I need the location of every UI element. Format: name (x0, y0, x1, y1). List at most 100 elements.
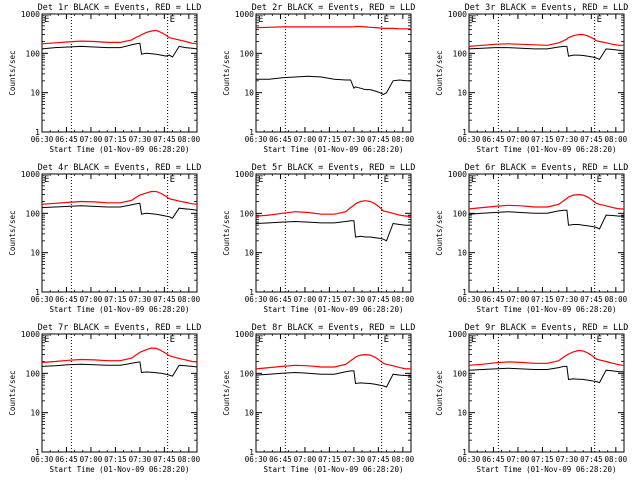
panel-9: Det 9r BLACK = Events, RED = LLD 1 10 100 10… (435, 323, 628, 474)
plot-frame (41, 333, 198, 453)
x-tick-label: 07:00 (507, 135, 530, 144)
plot-frame (41, 13, 198, 133)
y-tick-label: 1000 (448, 10, 467, 19)
y-axis-label: Counts/sec (435, 50, 444, 95)
events-series-line (41, 361, 198, 377)
panel-title: Det 6r BLACK = Events, RED = LLD (465, 163, 629, 173)
panel-2: Det 2r BLACK = Events, RED = LLD 1 10 100 10… (222, 3, 415, 154)
y-axis-label: Counts/sec (8, 210, 17, 255)
lld-series-line (255, 353, 411, 370)
y-tick-label: 1 (35, 448, 40, 457)
y-tick-label: 1 (249, 128, 254, 137)
x-tick-label: 06:45 (482, 295, 505, 304)
y-axis-label: Counts/sec (435, 210, 444, 255)
plot-frame (255, 333, 412, 453)
lld-series-line (468, 193, 624, 210)
y-tick-label: 100 (26, 369, 41, 378)
corner-marker-right: E (597, 335, 602, 345)
x-tick-label: 06:45 (482, 455, 505, 464)
x-tick-label: 07:30 (343, 455, 366, 464)
corner-marker-left: E (44, 175, 49, 185)
y-tick-label: 10 (244, 249, 254, 258)
x-tick-label: 07:00 (294, 295, 317, 304)
y-tick-label: 1 (249, 288, 254, 297)
y-tick-label: 1 (35, 288, 40, 297)
corner-marker-right: E (170, 335, 175, 345)
corner-marker-right: E (384, 175, 389, 185)
y-tick-label: 10 (457, 89, 467, 98)
lld-series-line (41, 190, 198, 205)
y-tick-label: 1000 (235, 10, 254, 19)
x-tick-label: 08:00 (392, 455, 415, 464)
corner-marker-left: E (471, 175, 476, 185)
x-axis-label: Start Time (01-Nov-09 06:28:20) (477, 145, 617, 154)
events-series-line (255, 220, 411, 242)
x-tick-label: 06:45 (269, 135, 292, 144)
corner-marker-left: E (44, 15, 49, 25)
events-series-line (468, 45, 625, 61)
x-tick-label: 06:45 (269, 455, 292, 464)
lld-series-line (468, 33, 624, 47)
x-tick-label: 07:15 (531, 135, 554, 144)
y-tick-label: 10 (30, 89, 40, 98)
x-tick-label: 07:45 (153, 295, 176, 304)
corner-marker-right: E (597, 15, 602, 25)
y-tick-label: 100 (240, 209, 255, 218)
corner-marker-right: E (597, 175, 602, 185)
y-tick-label: 1 (462, 448, 467, 457)
lld-series-line (41, 29, 198, 45)
y-tick-label: 1000 (21, 330, 40, 339)
panel-4: Det 4r BLACK = Events, RED = LLD 1 10 100 10… (8, 163, 201, 314)
x-tick-label: 08:00 (178, 295, 201, 304)
x-axis-label: Start Time (01-Nov-09 06:28:20) (477, 465, 617, 474)
x-tick-label: 07:45 (153, 455, 176, 464)
y-tick-label: 1000 (448, 330, 467, 339)
x-tick-label: 08:00 (605, 455, 628, 464)
x-tick-label: 07:30 (129, 455, 152, 464)
panel-title: Det 1r BLACK = Events, RED = LLD (38, 3, 202, 13)
events-series-line (255, 370, 412, 388)
x-tick-label: 07:15 (104, 455, 127, 464)
x-tick-label: 06:30 (458, 455, 481, 464)
x-axis-label: Start Time (01-Nov-09 06:28:20) (264, 145, 404, 154)
y-tick-label: 100 (26, 209, 41, 218)
x-tick-label: 07:00 (80, 295, 103, 304)
x-tick-label: 06:45 (55, 135, 78, 144)
lld-series-line (255, 25, 411, 30)
x-axis-label: Start Time (01-Nov-09 06:28:20) (477, 305, 617, 314)
y-tick-label: 1000 (235, 170, 254, 179)
x-tick-label: 07:45 (367, 455, 390, 464)
x-tick-label: 07:00 (294, 135, 317, 144)
x-tick-label: 07:00 (507, 295, 530, 304)
y-tick-label: 1 (35, 128, 40, 137)
y-tick-label: 100 (26, 49, 41, 58)
y-axis-label: Counts/sec (222, 50, 231, 95)
y-tick-label: 10 (30, 249, 40, 258)
y-tick-label: 10 (457, 409, 467, 418)
y-tick-label: 10 (244, 409, 254, 418)
plot-frame (468, 173, 625, 293)
x-tick-label: 07:15 (318, 295, 341, 304)
x-tick-label: 07:15 (318, 135, 341, 144)
events-series-line (41, 202, 198, 219)
x-tick-label: 07:00 (507, 455, 530, 464)
panel-title: Det 8r BLACK = Events, RED = LLD (252, 323, 416, 333)
x-tick-label: 06:30 (31, 295, 54, 304)
x-tick-label: 07:00 (80, 455, 103, 464)
x-tick-label: 07:30 (556, 135, 579, 144)
x-tick-label: 06:45 (55, 295, 78, 304)
y-tick-label: 1 (462, 128, 467, 137)
y-tick-label: 10 (457, 249, 467, 258)
panel-3: Det 3r BLACK = Events, RED = LLD 1 10 100 10… (435, 3, 628, 154)
x-tick-label: 07:15 (104, 135, 127, 144)
x-tick-label: 07:45 (580, 135, 603, 144)
corner-marker-right: E (384, 335, 389, 345)
y-tick-label: 100 (240, 49, 255, 58)
y-tick-label: 1 (462, 288, 467, 297)
x-tick-label: 07:15 (531, 455, 554, 464)
x-axis-label: Start Time (01-Nov-09 06:28:20) (50, 465, 190, 474)
x-tick-label: 06:30 (245, 135, 268, 144)
y-tick-label: 1000 (21, 10, 40, 19)
x-tick-label: 07:45 (580, 455, 603, 464)
